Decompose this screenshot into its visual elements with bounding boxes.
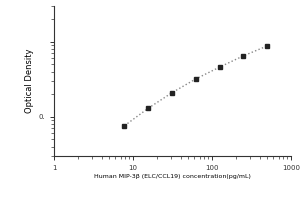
Y-axis label: Optical Density: Optical Density (25, 49, 34, 113)
X-axis label: Human MIP-3β (ELC/CCL19) concentration(pg/mL): Human MIP-3β (ELC/CCL19) concentration(p… (94, 174, 251, 179)
